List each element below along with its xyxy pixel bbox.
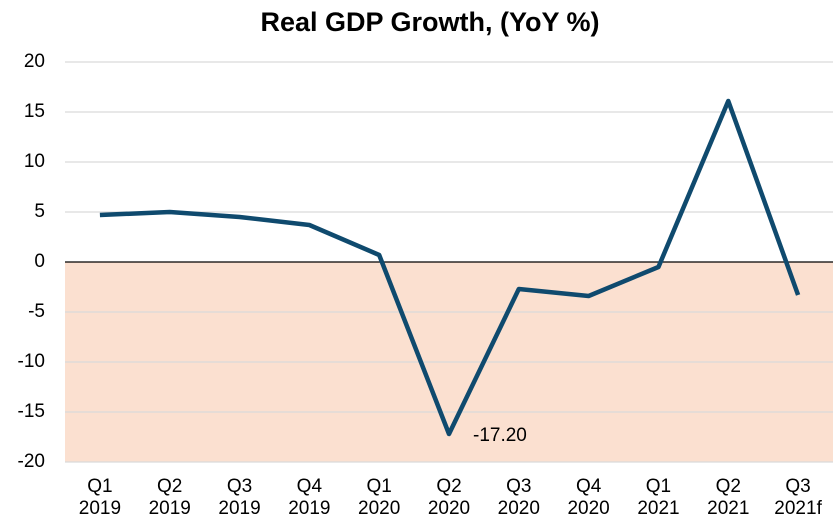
- x-tick-label: Q4 2019: [288, 476, 331, 519]
- x-tick-label: Q1 2019: [78, 476, 122, 519]
- chart-title: Real GDP Growth, (YoY %): [260, 7, 599, 37]
- x-tick-label: Q2 2019: [148, 476, 191, 519]
- y-tick-label: 20: [24, 51, 45, 72]
- data-line: [99, 98, 801, 437]
- x-tick-label: Q1 2021: [637, 476, 680, 519]
- x-tick-label: Q4 2020: [567, 476, 610, 519]
- x-tick-label: Q3 2019: [218, 476, 261, 519]
- y-tick-label: 10: [24, 151, 45, 172]
- x-tick-label: Q3 2020: [497, 476, 540, 519]
- y-tick-label: -10: [18, 351, 45, 372]
- y-tick-label: 5: [34, 201, 45, 222]
- x-tick-label: Q3 2021f: [774, 476, 822, 519]
- y-tick-label: 0: [34, 251, 45, 272]
- x-tick-label: Q1 2020: [358, 476, 401, 519]
- y-tick-label: 15: [24, 101, 45, 122]
- y-tick-label: -15: [18, 401, 45, 422]
- y-tick-label: -5: [28, 301, 45, 322]
- data-label: -17.20: [473, 425, 527, 446]
- x-tick-label: Q2 2020: [427, 476, 471, 519]
- y-tick-label: -20: [18, 451, 45, 472]
- x-tick-label: Q2 2021: [707, 476, 750, 519]
